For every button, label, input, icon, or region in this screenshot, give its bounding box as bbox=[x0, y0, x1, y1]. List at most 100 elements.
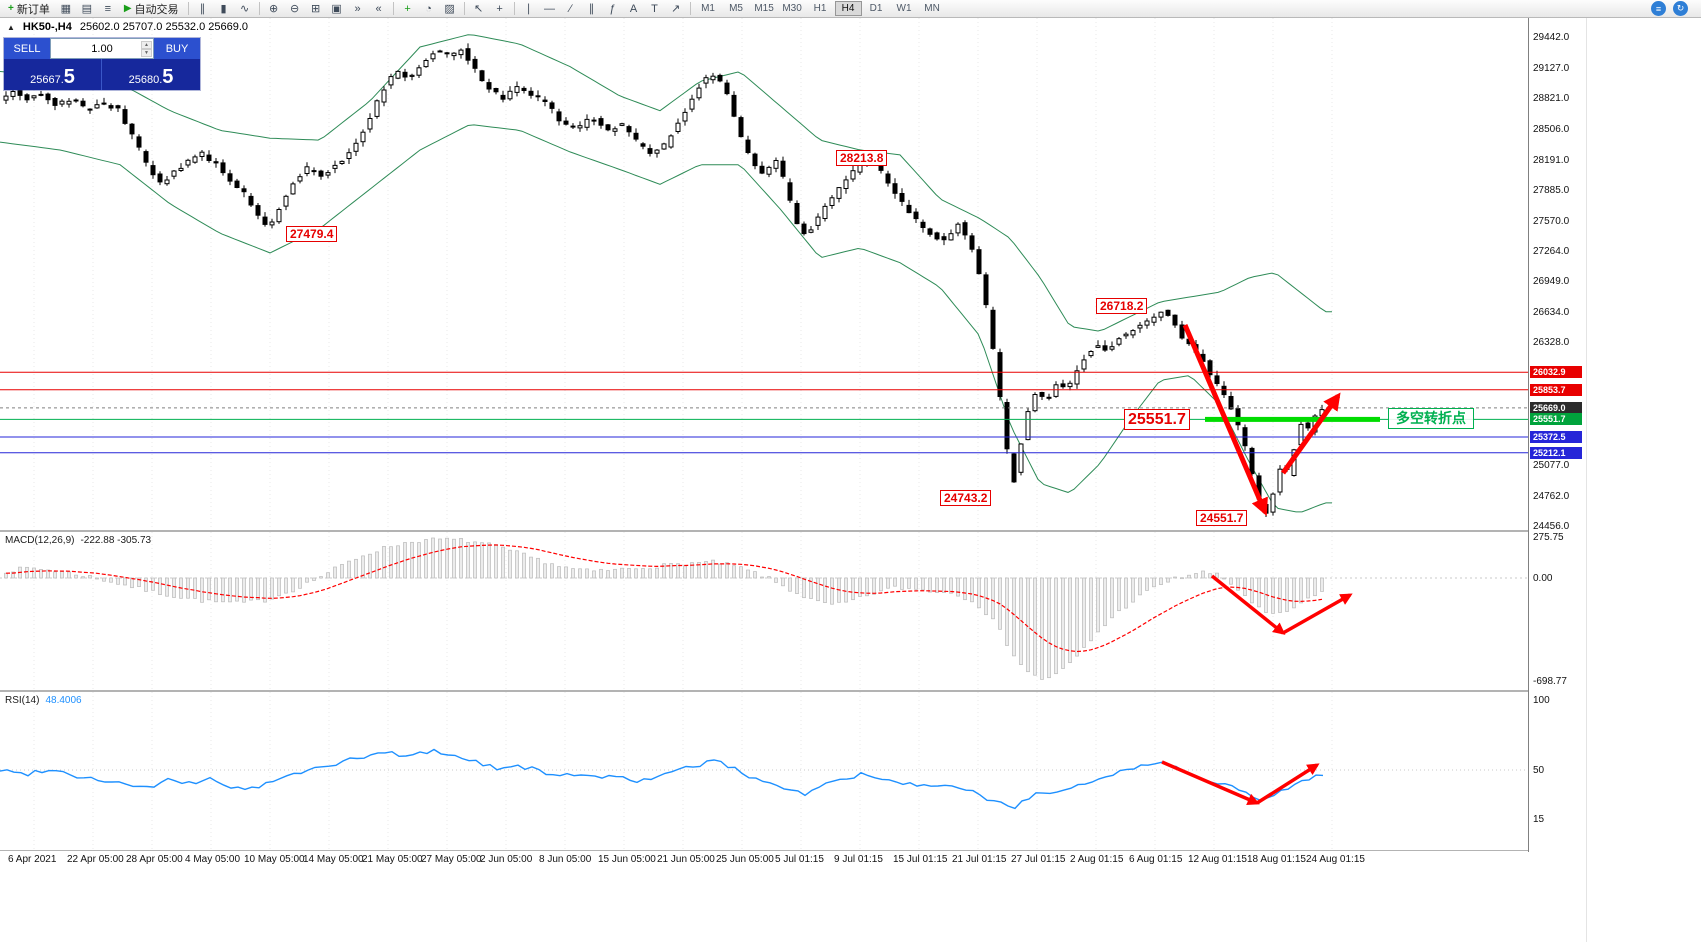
timeframe-m5-button[interactable]: M5 bbox=[729, 3, 743, 14]
swing-price-label[interactable]: 26718.2 bbox=[1096, 298, 1148, 314]
swing-price-label[interactable]: 25551.7 bbox=[1124, 409, 1190, 430]
zoom-in-icon[interactable]: ⊕ bbox=[268, 3, 279, 15]
timeframe-m15-button[interactable]: M15 bbox=[754, 3, 774, 14]
candlestick-chart-icon[interactable]: ▮ bbox=[220, 3, 227, 15]
swing-price-label[interactable]: 28213.8 bbox=[836, 150, 888, 166]
price-axis-tag: 25551.7 bbox=[1530, 413, 1582, 425]
market-watch-icon[interactable]: ≡ bbox=[104, 2, 112, 15]
line-chart-icon[interactable]: ∿ bbox=[239, 3, 250, 15]
price-axis-tag: 26032.9 bbox=[1530, 366, 1582, 378]
timeframe-d1-button[interactable]: D1 bbox=[869, 3, 883, 14]
macd-title: MACD(12,26,9) -222.88 -305.73 bbox=[5, 535, 151, 546]
ohlc-values: 25602.0 25707.0 25532.0 25669.0 bbox=[79, 21, 249, 33]
chart-shift-icon[interactable]: « bbox=[375, 2, 382, 15]
vertical-line-icon[interactable]: ∣ bbox=[525, 3, 532, 15]
sell-price-display[interactable]: 25667. 5 bbox=[4, 59, 102, 90]
time-axis-label: 27 Jul 01:15 bbox=[1011, 854, 1066, 865]
profiles-icon[interactable]: ▤ bbox=[81, 3, 93, 15]
chart-window-icon[interactable]: ▦ bbox=[60, 3, 72, 15]
rsi-panel-canvas[interactable] bbox=[0, 692, 1528, 850]
auto-trading-icon: ▶ bbox=[123, 3, 132, 14]
new-order-button[interactable]: + 新订单 bbox=[3, 1, 55, 17]
macd-scale-label: 275.75 bbox=[1533, 532, 1564, 543]
macd-scale-label: -698.77 bbox=[1533, 676, 1567, 687]
price-axis-label: 26328.0 bbox=[1533, 337, 1570, 348]
timeframe-h1-button[interactable]: H1 bbox=[813, 3, 827, 14]
price-axis-label: 29442.0 bbox=[1533, 32, 1570, 43]
timeframe-h4-button[interactable]: H4 bbox=[834, 1, 862, 16]
periods-icon[interactable]: ◔ bbox=[425, 2, 432, 15]
sell-button[interactable]: SELL bbox=[4, 38, 50, 59]
swing-price-label[interactable]: 24743.2 bbox=[940, 490, 992, 506]
sell-price-small: 25667. bbox=[30, 74, 64, 86]
timeframe-mn-button[interactable]: MN bbox=[924, 3, 940, 14]
channel-icon[interactable]: ∥ bbox=[588, 3, 595, 15]
price-axis-tag: 25212.1 bbox=[1530, 447, 1582, 459]
zoom-out-icon[interactable]: ⊖ bbox=[289, 3, 300, 15]
volume-decrease-icon[interactable]: ▼ bbox=[141, 48, 152, 57]
tile-windows-icon[interactable]: ⊞ bbox=[310, 3, 321, 15]
price-chart-canvas[interactable] bbox=[0, 18, 1528, 530]
swing-price-label[interactable]: 27479.4 bbox=[286, 226, 338, 242]
panel-separator[interactable] bbox=[0, 530, 1578, 532]
new-order-label: 新订单 bbox=[16, 3, 50, 16]
sell-price-big-digit: 5 bbox=[63, 66, 75, 88]
time-axis-label: 25 Jun 05:00 bbox=[716, 854, 774, 865]
fibonacci-icon[interactable]: ƒ bbox=[609, 2, 616, 15]
volume-field[interactable]: 1.00 ▲ ▼ bbox=[50, 38, 154, 59]
cascade-windows-icon[interactable]: ▣ bbox=[331, 3, 342, 15]
swing-price-label[interactable]: 24551.7 bbox=[1196, 510, 1248, 526]
toolbar-separator bbox=[463, 2, 465, 15]
macd-name: MACD(12,26,9) bbox=[5, 535, 75, 546]
volume-increase-icon[interactable]: ▲ bbox=[141, 40, 152, 49]
rsi-name: RSI(14) bbox=[5, 695, 40, 706]
timeframe-w1-button[interactable]: W1 bbox=[896, 3, 912, 14]
volume-value: 1.00 bbox=[91, 42, 113, 55]
timeframe-m30-button[interactable]: M30 bbox=[782, 3, 802, 14]
time-axis-label: 27 May 05:00 bbox=[421, 854, 482, 865]
toolbar-separator bbox=[513, 2, 515, 15]
trend-arrow bbox=[1182, 324, 1268, 517]
text-icon[interactable]: A bbox=[629, 2, 638, 15]
time-axis: 6 Apr 2021 22 Apr 05:00 28 Apr 05:00 4 May … bbox=[0, 852, 1578, 872]
community-icon[interactable]: ≡ bbox=[1651, 1, 1666, 16]
toolbar-separator bbox=[187, 2, 189, 15]
price-axis-tag: 25853.7 bbox=[1530, 384, 1582, 396]
panel-separator[interactable] bbox=[0, 690, 1578, 692]
trendline-icon[interactable]: ∕ bbox=[569, 2, 572, 15]
chart-header: ▲ HK50-,H4 25602.0 25707.0 25532.0 25669… bbox=[7, 21, 248, 33]
one-click-collapse-icon[interactable]: ▲ bbox=[7, 22, 15, 32]
macd-panel-canvas[interactable] bbox=[0, 532, 1528, 690]
cursor-icon[interactable]: ↖ bbox=[473, 3, 484, 15]
rsi-value: 48.4006 bbox=[45, 695, 82, 706]
indicators-add-icon[interactable]: + bbox=[404, 2, 411, 15]
horizontal-line-icon[interactable]: ― bbox=[544, 2, 556, 15]
price-axis-label: 29127.0 bbox=[1533, 63, 1570, 74]
trend-arrow bbox=[1161, 760, 1260, 805]
crosshair-icon[interactable]: + bbox=[496, 2, 503, 15]
price-axis-label: 26634.0 bbox=[1533, 307, 1570, 318]
toolbar: + 新订单 ▦ ▤ ≡ ▶ 自动交易 ∥ ▮ ∿ ⊕ ⊖ ⊞ ▣ » « + ◔ ▨ ↖ + ∣ ― ∕ ∥ ƒ A T ↗ M1 M5 M1… bbox=[0, 0, 1701, 18]
arrows-tool-icon[interactable]: ↗ bbox=[670, 3, 681, 15]
time-axis-label: 24 Aug 01:15 bbox=[1306, 854, 1365, 865]
time-axis-label: 5 Jul 01:15 bbox=[775, 854, 824, 865]
text-label-icon[interactable]: T bbox=[651, 2, 658, 15]
buy-button[interactable]: BUY bbox=[154, 38, 200, 59]
updates-icon[interactable]: ↻ bbox=[1673, 1, 1688, 16]
auto-scroll-icon[interactable]: » bbox=[354, 2, 361, 15]
buy-price-display[interactable]: 25680. 5 bbox=[102, 59, 200, 90]
time-axis-label: 14 May 05:00 bbox=[303, 854, 364, 865]
candlesticks bbox=[3, 43, 1325, 517]
price-axis: 29442.0 29127.0 28821.0 28506.0 28191.0 27885… bbox=[1528, 18, 1586, 870]
workspace-blank-area bbox=[1586, 18, 1701, 942]
templates-icon[interactable]: ▨ bbox=[444, 3, 455, 15]
toolbar-separator bbox=[689, 2, 691, 15]
bar-chart-icon[interactable]: ∥ bbox=[199, 3, 206, 15]
auto-trading-button[interactable]: ▶ 自动交易 bbox=[119, 1, 184, 17]
price-axis-tag: 25372.5 bbox=[1530, 431, 1582, 443]
rsi-title: RSI(14) 48.4006 bbox=[5, 695, 82, 706]
toolbar-separator bbox=[392, 2, 394, 15]
turning-point-label[interactable]: 多空转折点 bbox=[1388, 408, 1474, 429]
price-axis-label: 27570.0 bbox=[1533, 216, 1570, 227]
timeframe-m1-button[interactable]: M1 bbox=[701, 3, 715, 14]
